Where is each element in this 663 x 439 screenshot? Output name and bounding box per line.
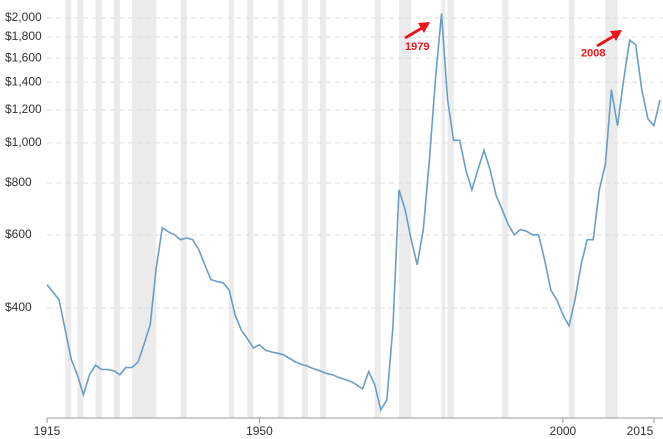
recession-band [568, 0, 575, 418]
annotation: 2008 [581, 48, 605, 60]
annotation: 1979 [405, 41, 429, 53]
recession-band [113, 0, 120, 418]
y-tick-label: $1,600 [5, 50, 42, 64]
recession-band [77, 0, 84, 418]
recession-band [502, 0, 509, 418]
x-tick-label: 2015 [627, 424, 654, 438]
recession-band [374, 0, 381, 418]
recession-band [95, 0, 102, 418]
recession-band [301, 0, 308, 418]
recession-band [65, 0, 72, 418]
recession-bands [65, 0, 618, 418]
x-tick-label: 2000 [550, 424, 577, 438]
grid: $400 $600 $800 $1,000 $1,200 $1,400 $1,600 $1,8… [5, 10, 663, 438]
recession-band [447, 0, 454, 418]
recession-band [441, 0, 446, 418]
plot: 1979 2008 [46, 13, 661, 412]
y-tick-label: $400 [5, 300, 32, 314]
y-tick-label: $2,000 [5, 10, 42, 24]
price-line [46, 13, 661, 412]
recession-band [320, 0, 327, 418]
arrows [404, 22, 622, 48]
y-tick-label: $1,200 [5, 102, 42, 116]
x-tick-label: 1915 [34, 424, 61, 438]
x-tick-label: 1950 [246, 424, 273, 438]
recession-band [277, 0, 284, 418]
recession-band [131, 0, 157, 418]
recession-band [605, 0, 618, 418]
recession-band [229, 0, 234, 418]
y-tick-label: $800 [5, 175, 32, 189]
y-tick-label: $1,800 [5, 29, 42, 43]
y-tick-label: $600 [5, 227, 32, 241]
recession-band [180, 0, 187, 418]
y-tick-label: $1,400 [5, 74, 42, 88]
recession-band [247, 0, 254, 418]
y-tick-label: $1,000 [5, 135, 42, 149]
